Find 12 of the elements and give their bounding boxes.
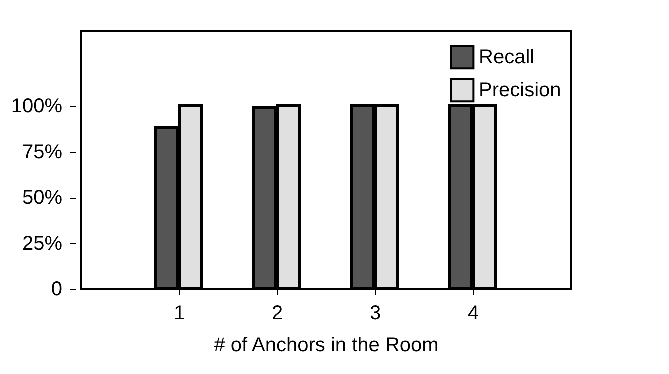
- legend-label: Precision: [479, 80, 562, 102]
- y-tick-label: 50%: [22, 187, 63, 210]
- x-tick-label: 2: [272, 302, 284, 324]
- y-tick-label: 100%: [11, 96, 63, 118]
- y-tick-label: 25%: [22, 232, 63, 255]
- x-tick-label: 4: [468, 302, 480, 324]
- y-tick-label: 0: [51, 278, 62, 300]
- legend-label: Recall: [479, 46, 535, 68]
- x-axis-title: # of Anchors in the Room: [214, 334, 439, 356]
- x-tick-label: 3: [370, 302, 382, 324]
- x-tick-label: 1: [174, 302, 186, 324]
- y-tick-label: 75%: [22, 141, 63, 164]
